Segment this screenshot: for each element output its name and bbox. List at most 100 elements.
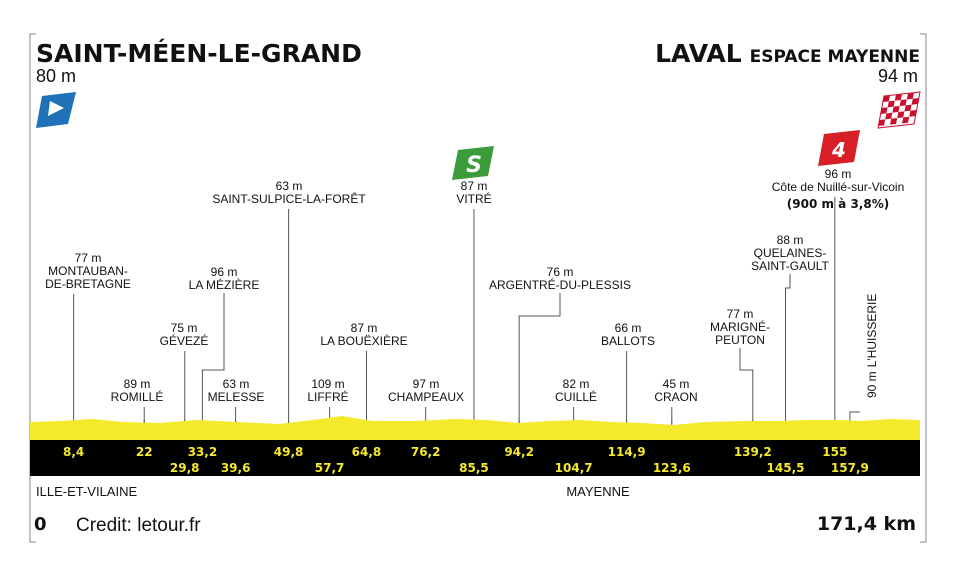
sprint-s-icon <box>452 146 494 180</box>
km-label: 33,2 <box>188 445 218 459</box>
leader-line <box>739 348 754 440</box>
climb-marker: 4 <box>818 130 860 166</box>
waypoint-altitude: 45 m <box>663 377 690 391</box>
km-labels: 8,4 22 29,8 33,239,6 49,8 57,7 64,8 76,2 85,5 94,… <box>63 445 869 475</box>
finish-title: LAVAL ESPACE MAYENNE <box>655 39 920 68</box>
waypoint-name: DE-BRETAGNE <box>45 277 131 291</box>
sprint-label: S <box>466 153 482 178</box>
distance-start: 0 <box>34 514 47 535</box>
waypoint-name: LA BOUËXIÈRE <box>320 333 407 348</box>
km-label: 49,8 <box>274 445 304 459</box>
leader-line <box>785 274 791 440</box>
km-label: 29,8 <box>170 461 200 475</box>
waypoint-name: MARIGNÉ- <box>710 319 770 334</box>
km-label: 85,5 <box>459 461 489 475</box>
waypoint-name: CHAMPEAUX <box>388 390 464 404</box>
waypoint-altitude: 88 m <box>777 233 804 247</box>
km-label: 104,7 <box>555 461 593 475</box>
km-label: 64,8 <box>352 445 382 459</box>
km-label: 145,5 <box>767 461 805 475</box>
climb-detail: (900 m à 3,8%) <box>787 197 889 211</box>
credit: Credit: letour.fr <box>76 515 201 536</box>
km-label: 8,4 <box>63 445 84 459</box>
region-ille-et-vilaine: ILLE-ET-VILAINE <box>36 484 137 499</box>
category-4-climb-icon <box>818 130 860 166</box>
finish-flag-icon <box>877 91 921 129</box>
km-label: 123,6 <box>653 461 691 475</box>
waypoint-altitude: 96 m <box>825 167 852 181</box>
waypoint-name: ARGENTRÉ-DU-PLESSIS <box>489 277 631 292</box>
waypoint-altitude: 76 m <box>547 265 574 279</box>
km-label: 139,2 <box>734 445 772 459</box>
waypoint-label: 90 m L'HUISSERIE <box>865 294 879 398</box>
finish-name-suffix: ESPACE MAYENNE <box>750 47 920 67</box>
start-flag-icon <box>36 92 76 128</box>
waypoint-name: SAINT-SULPICE-LA-FORÊT <box>212 191 366 206</box>
waypoint-name: Côte de Nuillé-sur-Vicoin <box>772 180 905 194</box>
frame-brackets <box>29 33 927 543</box>
waypoint-name: MONTAUBAN- <box>48 264 128 278</box>
waypoint-altitude: 97 m <box>413 377 440 391</box>
waypoint-altitude: 75 m <box>171 321 198 335</box>
waypoint-name: SAINT-GAULT <box>751 259 829 273</box>
start-name: SAINT-MÉEN-LE-GRAND <box>36 39 362 68</box>
distance-total: 171,4 km <box>817 513 916 535</box>
waypoint-altitude: 77 m <box>75 251 102 265</box>
leader-line <box>518 293 561 440</box>
waypoint-name: GÉVEZÉ <box>160 333 209 348</box>
leader-line <box>201 293 225 440</box>
waypoint-altitude: 82 m <box>563 377 590 391</box>
km-label: 22 <box>136 445 153 459</box>
waypoint-name: ROMILLÉ <box>111 389 164 404</box>
waypoint-altitude: 109 m <box>311 377 344 391</box>
start-altitude: 80 m <box>36 66 76 86</box>
waypoint-altitude: 63 m <box>276 179 303 193</box>
km-label: 94,2 <box>504 445 534 459</box>
km-label: 114,9 <box>608 445 646 459</box>
waypoint-altitude: 66 m <box>615 321 642 335</box>
waypoint-altitude: 87 m <box>351 321 378 335</box>
km-label: 155 <box>822 445 847 459</box>
waypoint-altitude: 63 m <box>223 377 250 391</box>
waypoint-name: MELESSE <box>208 390 265 404</box>
waypoint-name: LIFFRÉ <box>307 389 348 404</box>
km-label: 76,2 <box>411 445 441 459</box>
waypoint-name: PEUTON <box>715 333 765 347</box>
km-label: 157,9 <box>831 461 869 475</box>
waypoint-7: 87 mLA BOUËXIÈRE <box>320 321 407 348</box>
region-mayenne: MAYENNE <box>566 484 630 499</box>
waypoint-altitude: 90 m <box>865 371 879 398</box>
waypoint-name: VITRÉ <box>456 191 491 206</box>
waypoint-name: L'HUISSERIE <box>865 294 879 368</box>
waypoint-altitude: 89 m <box>124 377 151 391</box>
sprint-marker: S <box>452 146 494 180</box>
waypoint-name: CUILLÉ <box>555 389 597 404</box>
waypoint-altitude: 77 m <box>727 307 754 321</box>
waypoint-name: BALLOTS <box>601 334 655 348</box>
waypoint-altitude: 96 m <box>211 265 238 279</box>
waypoint-name: QUELAINES- <box>754 246 827 260</box>
waypoint-altitude: 87 m <box>461 179 488 193</box>
waypoint-name: CRAON <box>654 390 697 404</box>
finish-name: LAVAL <box>655 39 742 68</box>
elevation-profile <box>30 416 920 441</box>
waypoint-3: 96 mLA MÉZIÈRE <box>189 265 260 292</box>
km-label: 57,7 <box>315 461 345 475</box>
